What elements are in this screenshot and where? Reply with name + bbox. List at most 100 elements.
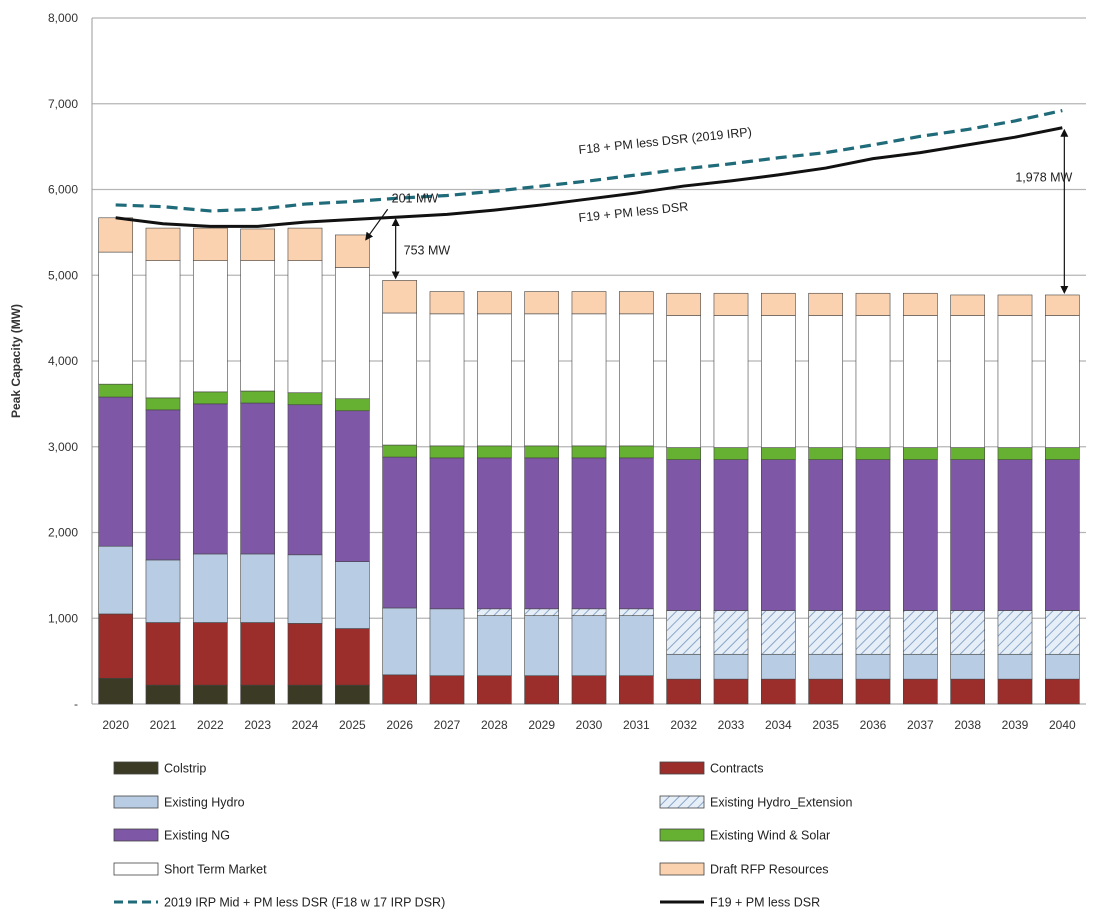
bar-segment-short-term-market <box>334 267 370 400</box>
bar-segment-contracts <box>760 678 796 705</box>
bar-segment-existing-wind-solar <box>997 447 1033 460</box>
bar-segment-existing-hydro <box>287 554 323 624</box>
legend-label-draft-rfp-resources: Draft RFP Resources <box>710 863 829 877</box>
bar-segment-draft-rfp-resources <box>950 294 986 316</box>
legend-swatch-short-term-market <box>113 862 159 876</box>
bar-segment-existing-hydro <box>571 615 607 677</box>
bar-segment-existing-ng <box>240 402 276 555</box>
bar-segment-existing-ng <box>997 459 1033 611</box>
y-tick-label: 4,000 <box>48 354 78 368</box>
bar-segment-existing-ng <box>950 459 986 611</box>
irp-2019-dashed-line <box>115 109 1063 213</box>
bar-segment-existing-ng <box>571 457 607 610</box>
bar-segment-short-term-market <box>950 315 986 448</box>
bar-segment-draft-rfp-resources <box>997 294 1033 316</box>
bar-segment-existing-hydro <box>950 653 986 680</box>
bar-segment-contracts <box>855 678 891 705</box>
legend-label-contracts: Contracts <box>710 762 764 776</box>
bar-segment-existing-wind-solar <box>524 445 560 459</box>
bar-segment-draft-rfp-resources <box>902 292 938 316</box>
bar-segment-existing-ng <box>524 457 560 610</box>
bar-segment-existing-ng <box>192 403 228 555</box>
x-tick-label: 2032 <box>670 718 697 732</box>
bar-segment-existing-ng <box>666 459 702 611</box>
x-tick-label: 2026 <box>386 718 413 732</box>
bar-segment-existing-ng <box>145 409 181 561</box>
bar-segment-existing-wind-solar <box>902 447 938 460</box>
bar-segment-existing-hydro-extension <box>760 610 796 655</box>
bar-segment-colstrip <box>240 684 276 705</box>
bar-segment-existing-hydro-extension <box>808 610 844 655</box>
bar-segment-short-term-market <box>476 313 512 447</box>
y-tick-label: 2,000 <box>48 526 78 540</box>
legend-swatch-existing-wind-solar <box>659 828 705 842</box>
bar-segment-existing-hydro <box>902 653 938 680</box>
bar-segment-existing-hydro-extension <box>855 610 891 655</box>
bar-segment-contracts <box>98 613 134 679</box>
x-tick-label: 2034 <box>765 718 792 732</box>
bar-segment-short-term-market <box>760 315 796 448</box>
y-tick-label: - <box>74 697 78 711</box>
bar-segment-existing-ng <box>902 459 938 611</box>
bar-segment-short-term-market <box>808 315 844 448</box>
bar-segment-contracts <box>808 678 844 705</box>
y-tick-label: 3,000 <box>48 440 78 454</box>
bar-segment-existing-wind-solar <box>98 383 134 398</box>
x-tick-label: 2030 <box>576 718 603 732</box>
bar-segment-existing-hydro <box>145 559 181 623</box>
x-tick-label: 2038 <box>954 718 981 732</box>
bar-segment-draft-rfp-resources <box>287 227 323 261</box>
legend-label-short-term-market: Short Term Market <box>164 863 267 877</box>
bar-segment-colstrip <box>145 684 181 705</box>
bar-segment-existing-wind-solar <box>808 447 844 460</box>
bar-segment-existing-hydro-extension <box>476 608 512 616</box>
bar-segment-draft-rfp-resources <box>666 292 702 316</box>
bar-segment-existing-wind-solar <box>855 447 891 460</box>
bar-segment-existing-wind-solar <box>666 447 702 460</box>
legend-swatch-contracts <box>659 761 705 775</box>
bar-segment-existing-hydro <box>618 615 654 677</box>
bar-segment-existing-hydro-extension <box>618 608 654 616</box>
bar-segment-draft-rfp-resources <box>524 291 560 315</box>
legend-label-existing-hydro-extension: Existing Hydro_Extension <box>710 796 852 810</box>
bar-segment-draft-rfp-resources <box>98 217 134 253</box>
bar-segment-short-term-market <box>98 251 134 385</box>
y-tick-label: 1,000 <box>48 611 78 625</box>
legend-label-2019-irp-mid-pm-less-dsr-f18-w-17-irp-dsr: 2019 IRP Mid + PM less DSR (F18 w 17 IRP… <box>164 896 445 910</box>
bar-segment-existing-ng <box>713 459 749 611</box>
bar-segment-contracts <box>950 678 986 705</box>
x-tick-label: 2029 <box>528 718 555 732</box>
bar-segment-contracts <box>713 678 749 705</box>
bar-segment-short-term-market <box>145 260 181 399</box>
bar-segment-contracts <box>382 674 418 705</box>
bar-segment-draft-rfp-resources <box>808 292 844 316</box>
bar-segment-existing-hydro <box>334 561 370 629</box>
legend-swatch-draft-rfp-resources <box>659 862 705 876</box>
bar-segment-existing-hydro <box>192 553 228 623</box>
legend-label-colstrip: Colstrip <box>164 762 206 776</box>
legend-swatch-existing-hydro <box>113 795 159 809</box>
bar-segment-colstrip <box>98 677 134 705</box>
dashed-line-label: F18 + PM less DSR (2019 IRP) <box>578 125 753 157</box>
bar-segment-existing-hydro-extension <box>902 610 938 655</box>
bar-segment-existing-wind-solar <box>476 445 512 459</box>
bar-segment-short-term-market <box>571 313 607 447</box>
legend: Colstrip Existing Hydro Existing NG Short T… <box>113 761 852 910</box>
x-tick-label: 2035 <box>812 718 839 732</box>
bar-segment-existing-hydro <box>760 653 796 680</box>
bar-segment-draft-rfp-resources <box>713 292 749 316</box>
bar-segment-existing-wind-solar <box>713 447 749 460</box>
bar-segment-existing-wind-solar <box>1044 447 1080 460</box>
bar-segment-contracts <box>429 675 465 705</box>
legend-label-existing-hydro: Existing Hydro <box>164 796 245 810</box>
y-tick-label: 8,000 <box>48 11 78 25</box>
bar-segment-draft-rfp-resources <box>429 291 465 315</box>
bar-segment-existing-hydro-extension <box>524 608 560 616</box>
bar-segment-existing-wind-solar <box>382 444 418 458</box>
bar-segment-contracts <box>571 675 607 705</box>
bar-segment-draft-rfp-resources <box>760 292 796 316</box>
bar-segment-existing-ng <box>808 459 844 611</box>
bar-segment-existing-wind-solar <box>950 447 986 460</box>
bar-segment-existing-wind-solar <box>571 445 607 459</box>
bar-segment-contracts <box>334 628 370 686</box>
